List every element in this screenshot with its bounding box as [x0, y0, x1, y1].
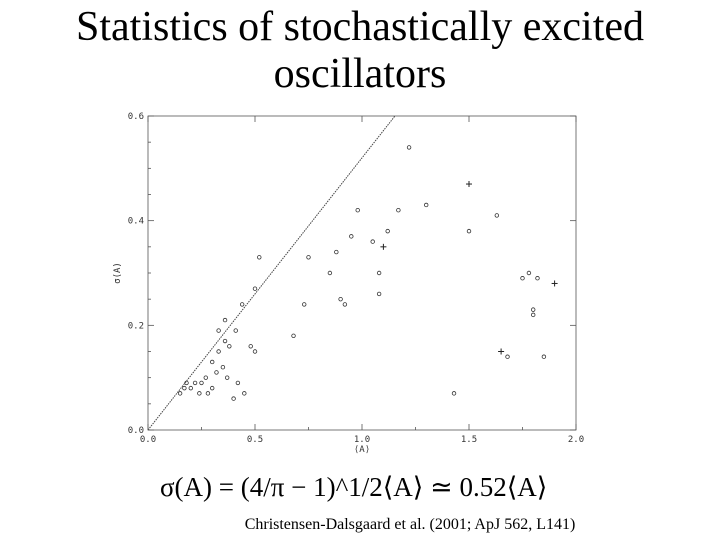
- data-point: [224, 375, 230, 380]
- x-tick-label: 0.0: [140, 435, 156, 445]
- data-point: [188, 385, 193, 391]
- data-point: [494, 213, 500, 218]
- y-axis-label: σ(A): [113, 262, 123, 284]
- x-tick-label: 1.0: [354, 435, 370, 445]
- data-point: [406, 145, 412, 150]
- data-point: [327, 270, 333, 276]
- data-point: [424, 202, 429, 208]
- plot-frame: [147, 115, 577, 431]
- data-point: [355, 207, 360, 213]
- data-point: [184, 380, 189, 386]
- data-point: [231, 396, 236, 401]
- data-point: [239, 302, 245, 307]
- data-point: [177, 391, 183, 396]
- data-point: [209, 359, 215, 365]
- data-point: [376, 270, 382, 276]
- data-point: [252, 349, 258, 354]
- data-point: [197, 391, 202, 396]
- data-point: [541, 354, 547, 359]
- citation: Christensen-Dalsgaard et al. (2001; ApJ …: [244, 516, 576, 533]
- data-point: [306, 255, 311, 260]
- data-point: [216, 349, 221, 354]
- data-point: [338, 296, 343, 302]
- x-tick-label: 1.5: [461, 435, 477, 445]
- y-tick-label: 0.2: [128, 321, 144, 331]
- reference-line-group: [147, 115, 396, 431]
- data-point: [349, 234, 354, 239]
- data-point: [222, 338, 228, 344]
- data-point-plus: [466, 181, 472, 188]
- data-point: [334, 249, 339, 255]
- x-axis-label: ⟨A⟩: [354, 445, 370, 455]
- data-point: [370, 239, 375, 244]
- y-tick-label: 0.6: [128, 112, 144, 122]
- data-point: [235, 380, 241, 386]
- data-point: [342, 302, 348, 307]
- slide-title-line1: Statistics of stochastically excited: [75, 4, 645, 50]
- data-point: [531, 307, 536, 312]
- data-point-plus: [380, 243, 387, 250]
- data-point: [252, 286, 258, 291]
- data-point: [242, 391, 247, 396]
- axis-ticks: 0.0 0.5 1.0 1.5 2.0 0.0 0.2 0.4 0.6 ⟨A⟩ σ(A): [113, 112, 584, 455]
- data-point-plus: [498, 348, 505, 355]
- data-point: [385, 228, 390, 234]
- data-point: [220, 365, 226, 370]
- y-tick-label: 0.4: [128, 217, 144, 227]
- data-point: [182, 385, 187, 391]
- data-point: [526, 270, 532, 276]
- formula: σ(A) = (4/π − 1)^1/2⟨A⟩ ≃ 0.52⟨A⟩: [160, 472, 548, 502]
- data-point: [248, 344, 253, 349]
- reference-line: [147, 115, 396, 431]
- data-point: [302, 302, 307, 307]
- data-point: [376, 291, 382, 297]
- data-point: [535, 276, 540, 281]
- data-point: [233, 328, 238, 333]
- data-point: [209, 385, 215, 391]
- data-point: [291, 333, 296, 338]
- data-point: [192, 380, 198, 386]
- data-point: [203, 375, 208, 380]
- data-point: [199, 380, 204, 386]
- data-point: [531, 312, 536, 318]
- plot-border: [147, 115, 577, 431]
- data-point: [505, 354, 510, 359]
- data-point: [205, 391, 211, 396]
- y-tick-label: 0.0: [128, 426, 144, 436]
- data-point: [520, 276, 525, 281]
- data-point: [227, 344, 232, 349]
- x-tick-label: 0.5: [247, 435, 263, 445]
- data-point: [222, 317, 228, 323]
- slide-title-line2: oscillators: [273, 51, 447, 97]
- data-points: [177, 145, 558, 401]
- data-point: [451, 391, 457, 396]
- data-point: [396, 207, 401, 213]
- data-point: [216, 328, 221, 333]
- data-point: [257, 255, 262, 260]
- x-tick-label: 2.0: [568, 435, 584, 445]
- scatter-chart: 0.0 0.5 1.0 1.5 2.0 0.0 0.2 0.4 0.6 ⟨A⟩ σ(A): [113, 112, 584, 455]
- data-point: [466, 228, 472, 234]
- data-point: [214, 370, 219, 375]
- data-point-plus: [551, 280, 558, 287]
- slide-title: Statistics of stochastically excited osc…: [0, 4, 720, 98]
